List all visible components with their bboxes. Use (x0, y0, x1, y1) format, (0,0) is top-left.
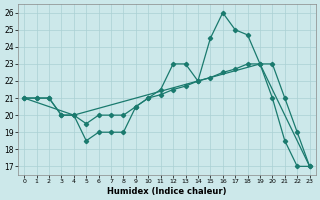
X-axis label: Humidex (Indice chaleur): Humidex (Indice chaleur) (107, 187, 227, 196)
